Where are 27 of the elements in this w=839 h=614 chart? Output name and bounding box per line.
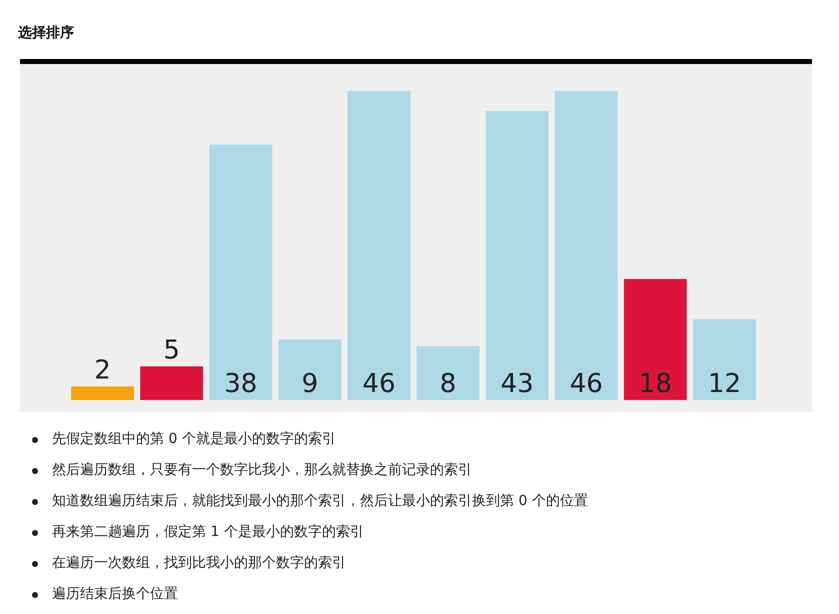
text: 在遍历一次数组，找到比我小的那个数字的索引 bbox=[52, 554, 346, 573]
data-label: 12 bbox=[708, 369, 741, 399]
text: 知道数组遍历结束后，就能找到最小的那个索引，然后让最小的索引换到第 0 个的位置 bbox=[52, 492, 588, 511]
data-label: 9 bbox=[302, 369, 318, 399]
data-label: 43 bbox=[500, 369, 534, 399]
data-label: 8 bbox=[440, 369, 456, 399]
text: 先假定数组中的第 0 个就是最小的数字的索引 bbox=[52, 430, 336, 449]
data-label: 18 bbox=[638, 369, 672, 399]
bar bbox=[624, 279, 687, 400]
data-label: 46 bbox=[362, 369, 396, 399]
text: 再来第二趟遍历，假定第 1 个是最小的数字的索引 bbox=[52, 523, 364, 542]
chart-title: 选择排序 bbox=[18, 24, 74, 42]
bar bbox=[140, 366, 204, 400]
bar bbox=[554, 90, 618, 400]
data-label: 46 bbox=[570, 369, 603, 399]
data-label: 5 bbox=[163, 335, 180, 366]
bar bbox=[486, 111, 549, 400]
bar bbox=[348, 90, 410, 400]
data-label: 2 bbox=[94, 356, 111, 386]
bar bbox=[693, 319, 756, 400]
bar bbox=[209, 144, 272, 400]
text: 然后遍历数组，只要有一个数字比我小，那么就替换之前记录的索引 bbox=[52, 461, 472, 480]
bar bbox=[71, 386, 134, 400]
data-label: 38 bbox=[224, 369, 258, 399]
text: 遍历结束后换个位置 bbox=[52, 585, 178, 604]
bar bbox=[278, 340, 342, 400]
bar bbox=[416, 346, 480, 400]
